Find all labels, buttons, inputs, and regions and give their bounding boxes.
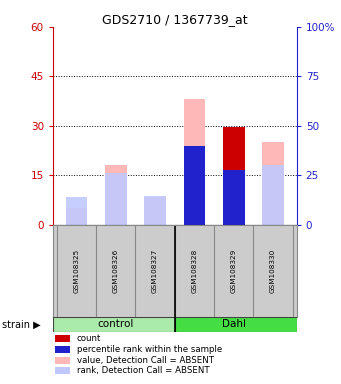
Bar: [223, 127, 244, 225]
Text: GSM108329: GSM108329: [231, 248, 237, 293]
Bar: [183, 146, 205, 225]
Bar: [105, 173, 127, 225]
Bar: [175, 317, 297, 332]
Bar: [144, 196, 166, 225]
Text: GSM108326: GSM108326: [113, 248, 119, 293]
Bar: [262, 142, 284, 225]
Text: value, Detection Call = ABSENT: value, Detection Call = ABSENT: [77, 356, 214, 365]
Text: Dahl: Dahl: [222, 319, 246, 329]
Bar: [183, 99, 205, 225]
Title: GDS2710 / 1367739_at: GDS2710 / 1367739_at: [102, 13, 248, 26]
Text: percentile rank within the sample: percentile rank within the sample: [77, 345, 222, 354]
Bar: [105, 166, 127, 225]
Text: GSM108327: GSM108327: [152, 248, 158, 293]
Text: GSM108330: GSM108330: [270, 248, 276, 293]
Bar: [223, 170, 244, 225]
Bar: [144, 197, 166, 225]
Text: rank, Detection Call = ABSENT: rank, Detection Call = ABSENT: [77, 366, 209, 376]
Bar: [223, 127, 244, 225]
Text: GSM108328: GSM108328: [191, 248, 197, 293]
Bar: [262, 166, 284, 225]
Bar: [53, 317, 175, 332]
Text: control: control: [98, 319, 134, 329]
Text: GSM108325: GSM108325: [73, 248, 79, 293]
Text: strain ▶: strain ▶: [2, 319, 40, 329]
Bar: [223, 170, 244, 225]
Text: count: count: [77, 334, 101, 343]
Bar: [183, 146, 205, 225]
Bar: [65, 197, 87, 225]
Bar: [65, 208, 87, 225]
